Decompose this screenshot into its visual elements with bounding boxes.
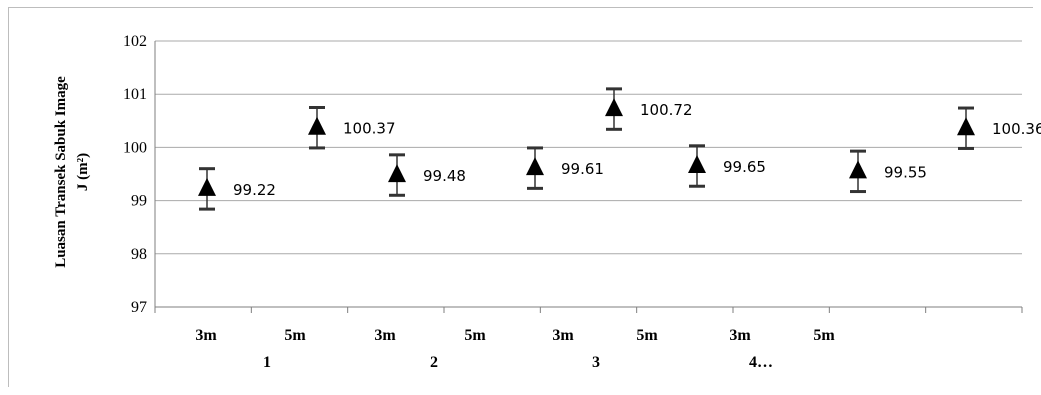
data-label: 100.72 — [640, 101, 693, 119]
chart-frame — [8, 7, 1033, 387]
triangle-marker — [526, 157, 544, 176]
x-sub-label: 3m — [374, 327, 396, 344]
x-labels: 3m 5m 3m 5m 3m 5m 3m 5m 1 2 3 4… — [195, 327, 835, 371]
x-sub-label: 5m — [636, 327, 658, 344]
y-tick-label: 102 — [123, 33, 147, 50]
x-sub-label: 3m — [195, 327, 217, 344]
axes — [154, 41, 1023, 313]
y-tick-label: 101 — [123, 86, 147, 103]
y-tick-label: 97 — [131, 299, 147, 316]
triangle-marker — [688, 155, 706, 174]
y-axis-title-line2: J (m²) — [75, 153, 91, 191]
x-group-label: 4… — [749, 354, 773, 371]
data-label: 99.22 — [233, 181, 276, 199]
x-sub-label: 5m — [813, 327, 835, 344]
triangle-marker — [957, 117, 975, 136]
triangle-marker — [605, 98, 623, 117]
triangle-marker — [388, 164, 406, 183]
data-points: 99.22 100.37 99.48 99.61 100.72 99.65 99.55 100… — [198, 87, 1041, 211]
data-label: 99.65 — [723, 158, 766, 176]
gridlines — [155, 40, 1022, 255]
x-group-label: 2 — [430, 354, 438, 371]
x-sub-label: 5m — [464, 327, 486, 344]
data-label: 100.36 — [992, 120, 1041, 138]
x-group-label: 3 — [592, 354, 600, 371]
y-axis-title-line1: Luasan Transek Sabuk Image — [53, 76, 69, 268]
data-label: 99.61 — [561, 160, 604, 178]
x-sub-label: 3m — [729, 327, 751, 344]
x-sub-label: 5m — [284, 327, 306, 344]
y-tick-label: 98 — [131, 246, 147, 263]
x-group-label: 1 — [263, 354, 271, 371]
triangle-marker — [849, 160, 867, 179]
data-label: 99.48 — [423, 167, 466, 185]
data-label: 100.37 — [343, 120, 396, 138]
y-tick-label: 99 — [131, 193, 147, 210]
triangle-marker — [198, 177, 216, 196]
x-sub-label: 3m — [552, 327, 574, 344]
triangle-marker — [308, 116, 326, 135]
data-label: 99.55 — [884, 163, 927, 181]
y-tick-labels: 97 98 99 100 101 102 — [123, 33, 147, 316]
y-tick-label: 100 — [123, 139, 147, 156]
